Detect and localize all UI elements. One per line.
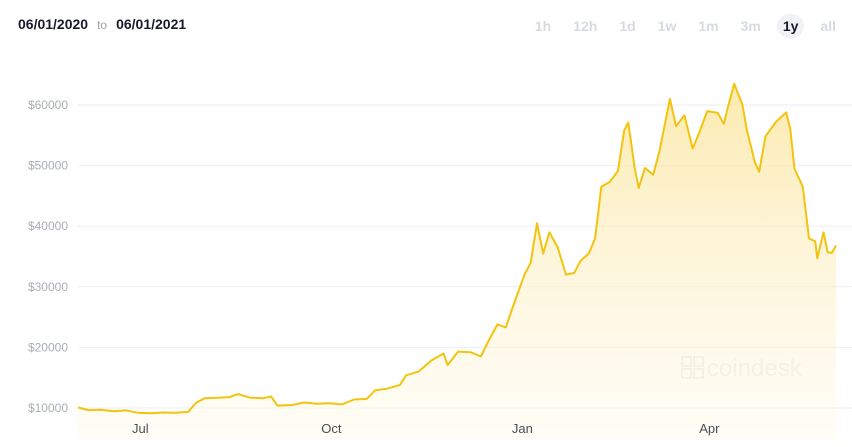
x-axis: Jul Oct Jan Apr [132, 421, 720, 436]
range-button-1y[interactable]: 1y [776, 14, 805, 38]
range-button-12h[interactable]: 12h [573, 18, 598, 34]
price-area [78, 83, 836, 441]
x-tick-label: Oct [321, 421, 342, 436]
x-tick-label: Jan [512, 421, 533, 436]
range-button-1m[interactable]: 1m [698, 18, 719, 34]
range-button-1h[interactable]: 1h [534, 18, 552, 34]
date-range: 06/01/2020 to 06/01/2021 [18, 16, 186, 32]
range-button-1d[interactable]: 1d [619, 18, 636, 34]
y-axis: $10000 $20000 $30000 $40000 $50000 $60000 [28, 98, 68, 415]
y-tick-label: $50000 [28, 159, 68, 173]
range-button-all[interactable]: all [820, 18, 836, 34]
y-tick-label: $40000 [28, 219, 68, 233]
y-tick-label: $30000 [28, 280, 68, 294]
from-date: 06/01/2020 [18, 16, 89, 32]
time-range-selector: 1h 12h 1d 1w 1m 3m 1y all [519, 14, 842, 38]
y-tick-label: $20000 [28, 340, 68, 354]
date-separator: to [97, 18, 108, 32]
y-tick-label: $60000 [28, 98, 68, 112]
x-tick-label: Apr [699, 421, 720, 436]
range-button-3m[interactable]: 3m [740, 18, 761, 34]
x-tick-label: Jul [132, 421, 149, 436]
to-date: 06/01/2021 [116, 16, 187, 32]
price-line [77, 82, 837, 415]
y-tick-label: $10000 [28, 401, 68, 415]
range-button-1w[interactable]: 1w [657, 18, 677, 34]
